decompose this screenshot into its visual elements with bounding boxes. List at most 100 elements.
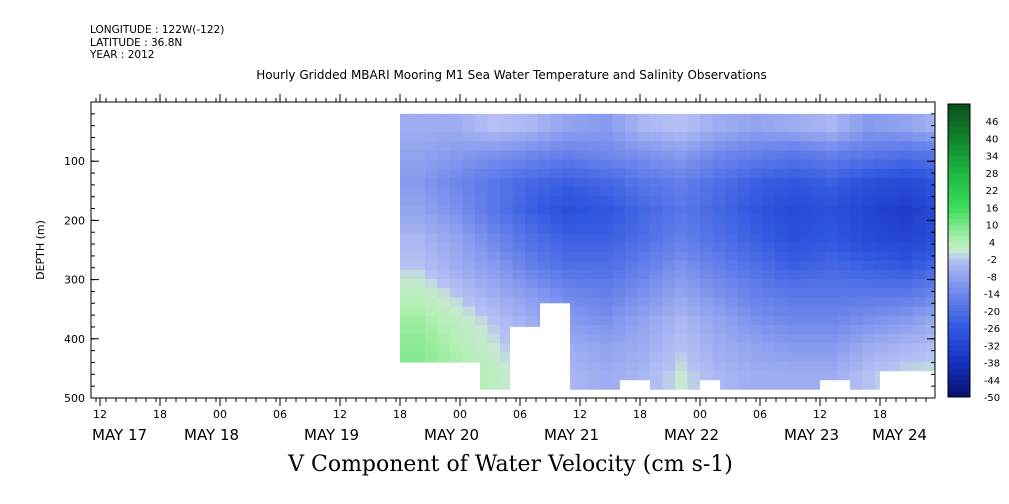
heatmap-cell (750, 205, 764, 216)
heatmap-cell (762, 214, 776, 225)
heatmap-cell (800, 123, 814, 133)
heatmap-cell (400, 123, 414, 133)
heatmap-cell (887, 168, 901, 179)
heatmap-cell (912, 168, 926, 179)
heatmap-cell (900, 242, 914, 253)
heatmap-cell (837, 159, 851, 170)
heatmap-cell (900, 306, 914, 317)
heatmap-cell (775, 379, 789, 390)
heatmap-cell (750, 352, 764, 363)
heatmap-cell (575, 187, 589, 198)
heatmap-cell (487, 297, 501, 308)
heatmap-cell (400, 242, 414, 253)
heatmap-cell (800, 343, 814, 354)
heatmap-cell (662, 196, 676, 207)
heatmap-cell (525, 187, 539, 198)
heatmap-cell (487, 205, 501, 216)
heatmap-cell (800, 113, 814, 124)
colorbar-swatch (948, 391, 970, 398)
colorbar-swatch (948, 287, 970, 294)
heatmap-cell (675, 214, 689, 225)
heatmap-cell (837, 334, 851, 344)
heatmap-cell (450, 123, 464, 133)
heatmap-cell (462, 159, 476, 170)
heatmap-cell (900, 334, 914, 344)
heatmap-cell (812, 196, 826, 207)
heatmap-cell (650, 306, 664, 317)
heatmap-cell (750, 150, 764, 161)
heatmap-cell (837, 141, 851, 152)
heatmap-cell (812, 205, 826, 216)
heatmap-cell (862, 223, 876, 234)
heatmap-cell (550, 214, 564, 225)
heatmap-cell (487, 269, 501, 280)
heatmap-cell (425, 251, 439, 262)
heatmap-cell (437, 334, 451, 344)
heatmap-cell (450, 205, 464, 216)
heatmap-cell (450, 260, 464, 271)
heatmap-cell (825, 251, 839, 262)
heatmap-cell (575, 214, 589, 225)
heatmap-cell (587, 251, 601, 262)
heatmap-cell (712, 242, 726, 253)
heatmap-cell (625, 196, 639, 207)
heatmap-cell (887, 260, 901, 271)
heatmap-cell (637, 297, 651, 308)
heatmap-cell (825, 361, 839, 372)
heatmap-cell (575, 113, 589, 124)
heatmap-cell (475, 187, 489, 198)
heatmap-cell (850, 306, 864, 317)
heatmap-cell (800, 196, 814, 207)
heatmap-cell (625, 214, 639, 225)
heatmap-cell (800, 297, 814, 308)
x-tick-label: 12 (813, 408, 827, 421)
heatmap-cell (900, 223, 914, 234)
heatmap-cell (412, 233, 426, 243)
heatmap-cell (437, 251, 451, 262)
heatmap-cell (925, 343, 935, 354)
heatmap-cell (450, 233, 464, 243)
heatmap-cell (687, 315, 701, 326)
heatmap-cell (812, 288, 826, 298)
heatmap-cell (800, 352, 814, 363)
heatmap-cell (412, 334, 426, 344)
heatmap-cell (412, 242, 426, 253)
heatmap-cell (812, 343, 826, 354)
heatmap-cell (400, 233, 414, 243)
heatmap-cell (825, 343, 839, 354)
heatmap-cell (425, 297, 439, 308)
heatmap-cell (800, 251, 814, 262)
heatmap-cell (687, 324, 701, 335)
heatmap-cell (762, 352, 776, 363)
heatmap-cell (625, 352, 639, 363)
heatmap-cell (600, 379, 614, 390)
heatmap-cell (612, 113, 626, 124)
heatmap-cell (725, 251, 739, 262)
colorbar-swatch (948, 305, 970, 312)
heatmap-cell (737, 223, 751, 234)
heatmap-cell (525, 159, 539, 170)
heatmap-cell (437, 343, 451, 354)
heatmap-cell (887, 352, 901, 363)
heatmap-cell (600, 279, 614, 289)
heatmap-cell (925, 113, 935, 124)
heatmap-cell (650, 132, 664, 142)
heatmap-cell (450, 242, 464, 253)
missing-data-region (700, 380, 720, 398)
heatmap-cell (500, 168, 514, 179)
heatmap-cell (750, 361, 764, 372)
latitude-label: LATITUDE : 36.8N (90, 36, 183, 49)
colorbar-swatch (948, 293, 970, 300)
heatmap-cell (587, 205, 601, 216)
heatmap-cell (662, 223, 676, 234)
heatmap-cell (450, 196, 464, 207)
heatmap-cell (462, 132, 476, 142)
heatmap-cell (650, 315, 664, 326)
heatmap-cell (587, 343, 601, 354)
heatmap-cell (662, 269, 676, 280)
heatmap-cell (875, 251, 889, 262)
heatmap-cell (637, 178, 651, 188)
heatmap-cell (500, 370, 514, 381)
heatmap-cell (625, 260, 639, 271)
heatmap-cell (687, 141, 701, 152)
